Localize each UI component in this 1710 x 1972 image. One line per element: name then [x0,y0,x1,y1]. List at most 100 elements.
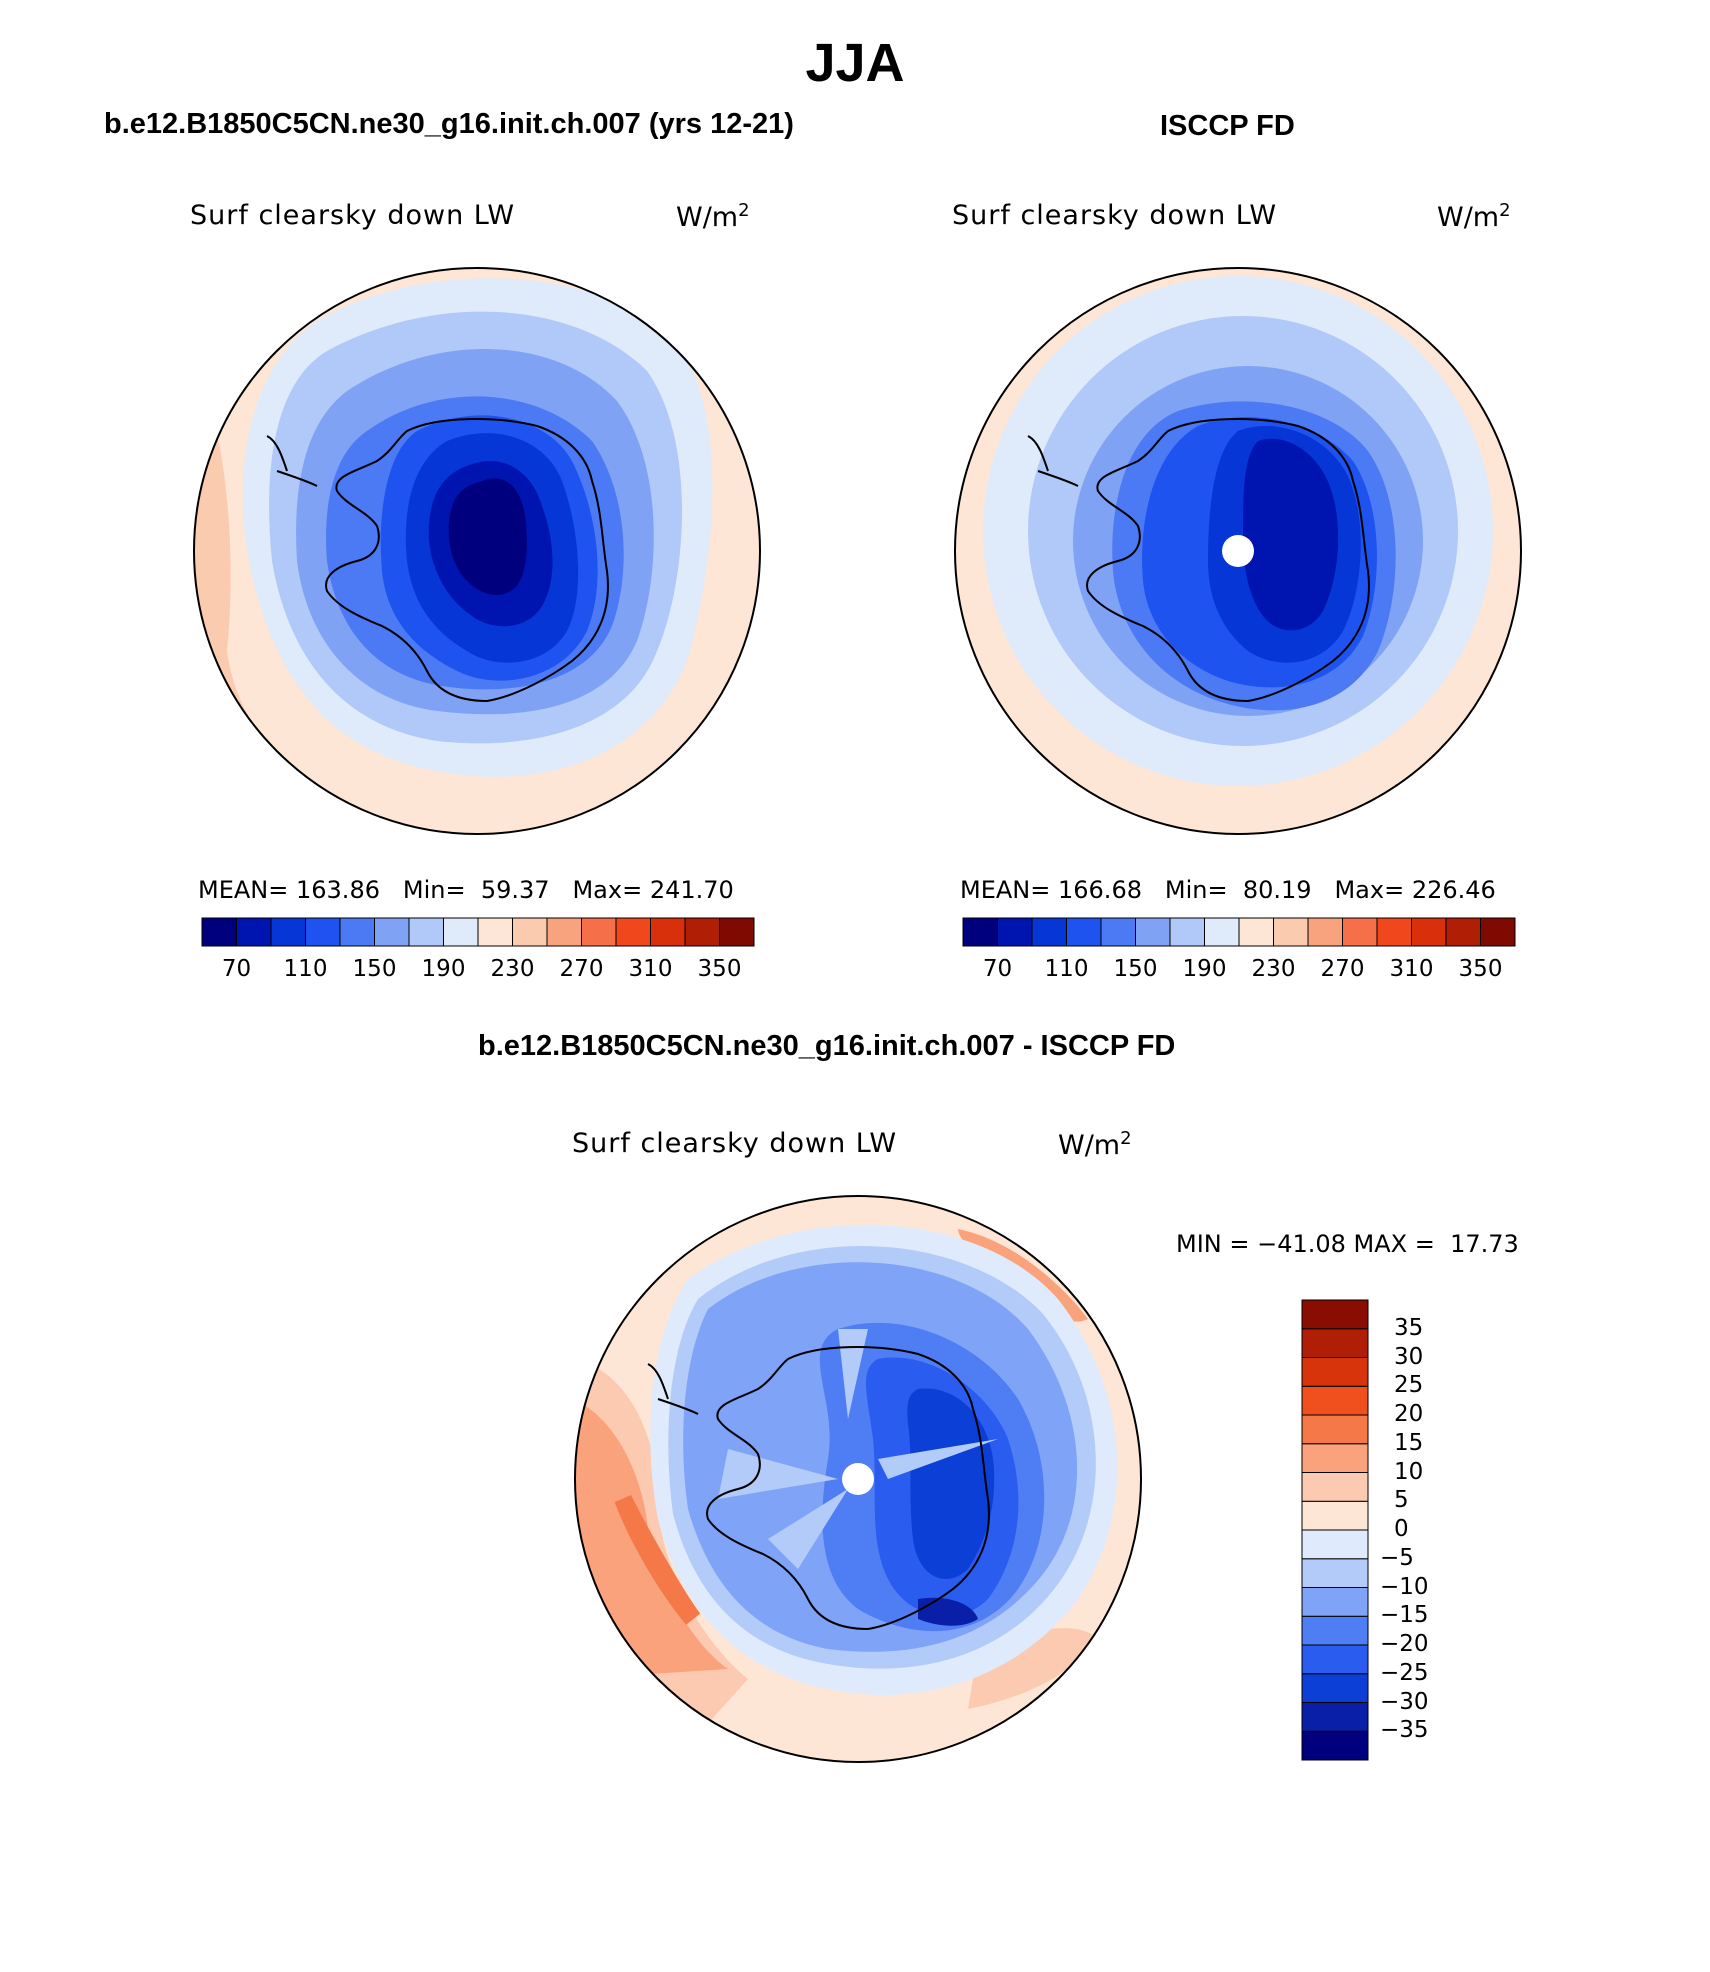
diff-colorbar-swatch [1301,1702,1369,1732]
model-colorbar-swatch [512,917,548,947]
diff-map-peninsula [647,1363,699,1415]
obs-map-peninsula [1027,435,1079,487]
diff-colorbar-swatch [1301,1673,1369,1703]
diff-map-band-neg35 [918,1597,978,1626]
diff-colorbar-swatch [1301,1299,1369,1330]
model-panel-title: b.e12.B1850C5CN.ne30_g16.init.ch.007 (yr… [104,108,794,140]
obs-map-pole-mask [1222,535,1254,567]
model-colorbar-swatch [477,917,513,947]
obs-colorbar-swatch [1445,917,1481,947]
obs-colorbar-tick-label: 150 [1113,956,1158,982]
diff-colorbar-tick-label: −20 [1380,1631,1429,1657]
diff-colorbar-tick-label: 5 [1394,1487,1409,1514]
diff-colorbar-swatch [1301,1472,1369,1502]
model-map-border [193,267,761,835]
diff-colorbar-swatch [1301,1587,1369,1617]
obs-map-coastline [1086,418,1370,703]
diff-colorbar-swatch [1301,1615,1369,1646]
diff-map [574,1195,1142,1763]
obs-colorbar-swatch [1411,917,1447,947]
obs-map-border [954,267,1522,835]
diff-colorbar-tick-label: −5 [1380,1544,1414,1571]
diff-map-band-neg30 [907,1388,995,1579]
model-colorbar-tick-label: 190 [421,956,466,982]
model-colorbar-swatch [270,917,306,947]
obs-colorbar-ticks: 70 110 150 190 230 270 310 350 [963,956,1515,986]
diff-colorbar-swatch [1301,1443,1369,1473]
model-colorbar-tick-label: 310 [628,956,673,982]
diff-colorbar-swatch [1301,1644,1369,1675]
diff-colorbar-swatch [1301,1328,1369,1358]
diff-map-radial-streaks [718,1329,998,1569]
diff-colorbar-swatch [1301,1529,1369,1560]
model-colorbar-tick-label: 350 [697,956,742,982]
diff-units-label: W/m2 [1058,1128,1132,1161]
obs-colorbar-swatch [1135,917,1171,947]
main-title: JJA [805,33,905,93]
obs-colorbar-swatch [1238,917,1274,947]
model-colorbar-tick-label: 110 [283,956,328,982]
diff-map-border [574,1195,1142,1763]
model-colorbar-swatch [615,917,651,947]
model-colorbar-tick-label: 230 [490,956,535,982]
obs-colorbar-swatch [1031,917,1067,947]
obs-colorbar-swatch [1376,917,1412,947]
diff-colorbar-swatch [1301,1500,1369,1531]
diff-colorbar-tick-label: 35 [1394,1314,1424,1341]
model-colorbar-swatch [236,917,272,947]
model-colorbar-swatch [305,917,341,947]
diff-map-warm-core [614,1494,701,1625]
obs-units-label: W/m2 [1437,200,1511,233]
model-colorbar-swatch [443,917,479,947]
diff-colorbar-tick-label: 0 [1394,1516,1409,1542]
obs-stats: MEAN= 166.68 Min= 80.19 Max= 226.46 [960,876,1496,904]
model-colorbar-tick-label: 70 [221,956,252,982]
obs-colorbar-tick-label: 190 [1182,956,1227,982]
obs-variable-label: Surf clearsky down LW [952,200,1278,231]
model-map-coastline [325,418,609,703]
model-colorbar-swatch [374,917,410,947]
model-colorbar-swatch [339,917,375,947]
diff-colorbar-tick-label: 15 [1394,1429,1424,1456]
diff-colorbar-tick-label: 25 [1394,1372,1424,1399]
obs-colorbar-swatch [1066,917,1102,947]
obs-colorbar-swatch [962,917,998,947]
diff-minmax: MIN = −41.08 MAX = 17.73 [1176,1230,1519,1258]
diff-colorbar-tick-label: 30 [1394,1343,1424,1370]
obs-colorbar-swatch [997,917,1033,947]
diff-colorbar-tick-label: −10 [1380,1573,1429,1600]
model-colorbar-swatch [650,917,686,947]
model-colorbar-swatch [581,917,617,947]
diff-colorbar-swatch [1301,1357,1369,1387]
obs-colorbar-swatch [1100,917,1136,947]
diff-variable-label: Surf clearsky down LW [572,1128,898,1159]
model-colorbar-swatch [684,917,720,947]
model-colorbar-tick-label: 270 [559,956,604,982]
model-colorbar-ticks: 70 110 150 190 230 270 310 350 [202,956,754,986]
diff-colorbar-tick-label: −35 [1380,1717,1429,1744]
diff-map-coastline [706,1346,990,1631]
model-colorbar-tick-label: 150 [352,956,397,982]
diff-colorbar-tick-label: −25 [1380,1659,1429,1686]
obs-colorbar-tick-label: 230 [1251,956,1296,982]
model-colorbar-swatch [201,917,237,947]
model-units-label: W/m2 [676,200,750,233]
obs-colorbar-tick-label: 350 [1458,956,1503,982]
diff-map-warm-band-2 [575,1399,728,1679]
model-variable-label: Surf clearsky down LW [190,200,516,231]
obs-colorbar-tick-label: 70 [982,956,1013,982]
diff-panel-title: b.e12.B1850C5CN.ne30_g16.init.ch.007 - I… [478,1030,1176,1062]
obs-colorbar-swatch [1307,917,1343,947]
diff-colorbar-tick-label: −15 [1380,1602,1429,1629]
obs-colorbar-swatch [1169,917,1205,947]
obs-colorbar-swatch [1480,917,1516,947]
model-colorbar [201,917,755,947]
diff-map-pole-mask [842,1463,874,1495]
model-colorbar-swatch [546,917,582,947]
diff-colorbar-ticks: −35 −30 −25 −20 −15 −10 −5 0 5 10 15 20 25 30 35 [1380,1300,1470,1760]
model-map-peninsula [266,435,318,487]
diff-colorbar-tick-label: 20 [1394,1401,1424,1427]
model-map [193,267,761,835]
diff-colorbar [1301,1299,1369,1761]
diff-colorbar-tick-label: 10 [1394,1458,1424,1485]
